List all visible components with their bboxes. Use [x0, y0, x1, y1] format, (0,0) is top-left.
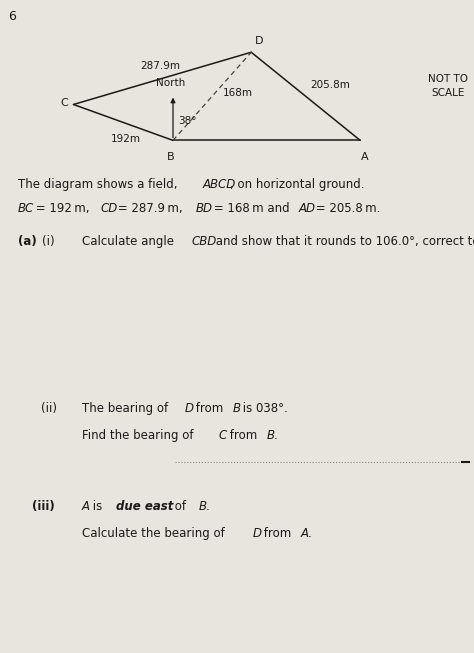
Text: The bearing of: The bearing of [82, 402, 172, 415]
Text: 6: 6 [9, 10, 17, 23]
Text: AD: AD [299, 202, 316, 215]
Text: D: D [253, 527, 262, 540]
Text: = 192 m,: = 192 m, [32, 202, 93, 215]
Text: D: D [185, 402, 194, 415]
Text: C: C [219, 429, 227, 442]
Text: from: from [260, 527, 295, 540]
Text: B: B [167, 152, 174, 162]
Text: due east: due east [116, 500, 173, 513]
Text: B: B [199, 500, 206, 513]
Text: D: D [255, 36, 264, 46]
Text: of: of [171, 500, 190, 513]
Text: 192m: 192m [110, 135, 141, 144]
Text: 168m: 168m [223, 88, 253, 98]
Text: (i): (i) [42, 235, 55, 248]
Text: is: is [89, 500, 106, 513]
Text: BD: BD [196, 202, 213, 215]
Text: is 038°.: is 038°. [239, 402, 288, 415]
Text: BC: BC [18, 202, 34, 215]
Text: B: B [267, 429, 275, 442]
Text: C: C [60, 98, 68, 108]
Text: ABCD: ABCD [203, 178, 236, 191]
Text: 205.8m: 205.8m [310, 80, 350, 89]
Text: .: . [273, 429, 277, 442]
Text: .: . [205, 500, 209, 513]
Text: from: from [191, 402, 227, 415]
Text: 287.9m: 287.9m [140, 61, 180, 71]
Text: Find the bearing of: Find the bearing of [82, 429, 197, 442]
Text: NOT TO
SCALE: NOT TO SCALE [428, 74, 468, 98]
Text: Calculate the bearing of: Calculate the bearing of [82, 527, 228, 540]
Text: , on horizontal ground.: , on horizontal ground. [230, 178, 365, 191]
Text: (ii): (ii) [41, 402, 57, 415]
Text: A: A [361, 152, 369, 162]
Text: .: . [308, 527, 312, 540]
Text: Calculate angle: Calculate angle [82, 235, 178, 248]
Text: A: A [301, 527, 309, 540]
Text: = 168 m and: = 168 m and [210, 202, 293, 215]
Text: (a): (a) [18, 235, 37, 248]
Text: (iii): (iii) [32, 500, 55, 513]
Text: 38°: 38° [178, 116, 196, 126]
Text: from: from [226, 429, 261, 442]
Text: CD: CD [100, 202, 118, 215]
Text: A: A [82, 500, 90, 513]
Text: The diagram shows a field,: The diagram shows a field, [18, 178, 181, 191]
Text: CBD: CBD [191, 235, 217, 248]
Text: = 287.9 m,: = 287.9 m, [114, 202, 186, 215]
Text: North: North [156, 78, 185, 88]
Text: and show that it rounds to 106.0°, correct to 1 decimal place.: and show that it rounds to 106.0°, corre… [212, 235, 474, 248]
Text: B: B [233, 402, 241, 415]
Text: = 205.8 m.: = 205.8 m. [312, 202, 381, 215]
